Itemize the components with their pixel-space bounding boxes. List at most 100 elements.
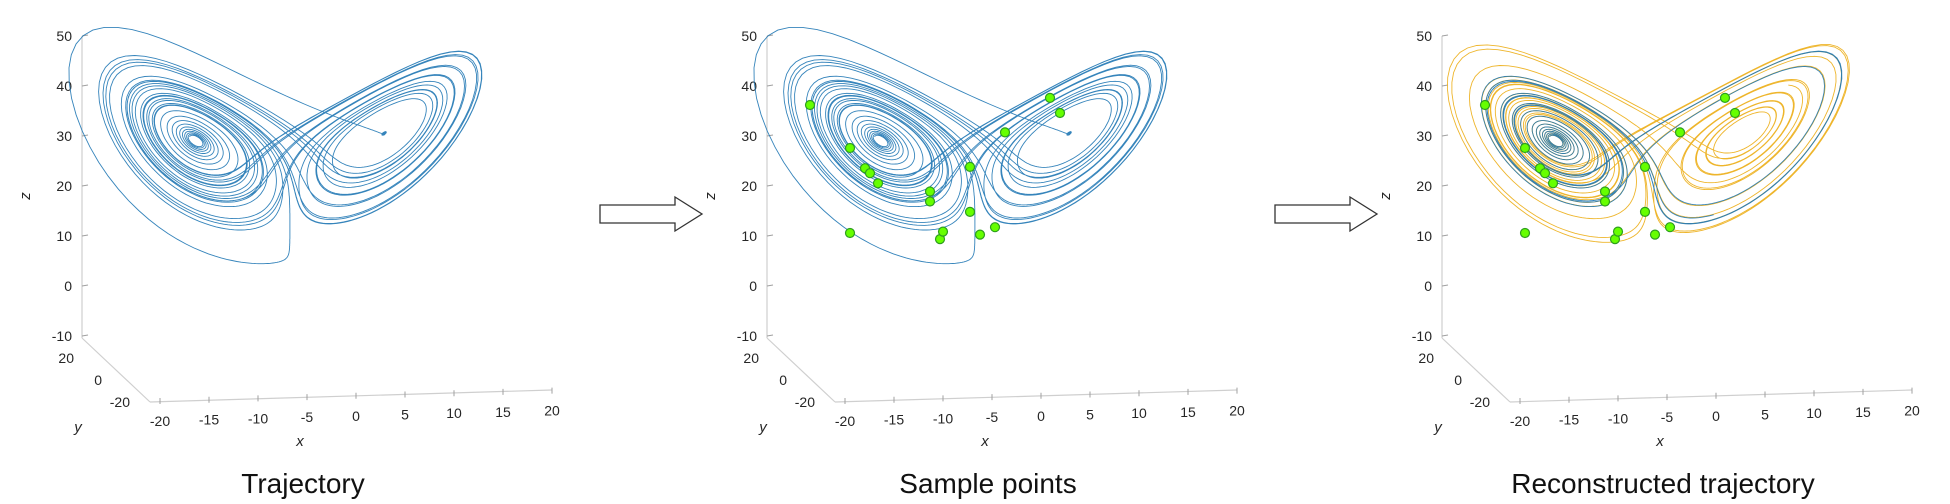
z-tick-label: 10 — [1416, 228, 1432, 244]
sample-point — [1547, 178, 1559, 189]
z-axis-label: z — [1377, 192, 1394, 201]
x-axis-label: x — [1655, 433, 1664, 450]
y-tick-label: -20 — [110, 394, 130, 410]
sample-point — [1639, 206, 1651, 217]
x-tick-label: 5 — [401, 407, 409, 423]
z-tick-label: -10 — [737, 328, 757, 344]
sample-point — [1519, 227, 1531, 239]
z-tick-mark — [1441, 134, 1449, 137]
x-axis-label: x — [980, 433, 989, 450]
x-tick-label: 15 — [1180, 404, 1196, 420]
z-tick-label: 0 — [1424, 278, 1432, 294]
y-tick-label: 20 — [58, 350, 74, 366]
sample-point — [937, 226, 949, 237]
z-tick-mark — [81, 134, 89, 137]
x-tick-label: 15 — [495, 404, 511, 420]
z-tick-mark — [766, 84, 774, 87]
sample-point — [1719, 92, 1731, 104]
x-axis-line — [834, 389, 1238, 403]
trajectory-line — [1480, 50, 1843, 225]
x-tick-label: 10 — [1806, 405, 1822, 421]
z-tick-label: 30 — [56, 128, 72, 144]
x-tick-label: -20 — [835, 413, 855, 429]
z-tick-mark — [81, 334, 89, 337]
z-tick-label: 30 — [741, 128, 757, 144]
panel-2: 50 40 30 20 10 0 -10 z 20 0 -20 y -20 -15 -10 -5 0 5 10 15 2… — [702, 26, 1245, 450]
z-tick-label: -10 — [1412, 328, 1432, 344]
z-tick-mark — [1441, 334, 1449, 337]
z-tick-mark — [81, 234, 89, 237]
sample-point — [1649, 229, 1661, 240]
y-tick-label: 20 — [1418, 350, 1434, 366]
sample-point — [974, 229, 986, 240]
sample-point — [1664, 222, 1676, 233]
z-tick-label: 0 — [64, 278, 72, 294]
x-tick-label: 0 — [1037, 408, 1045, 424]
x-tick-label: -10 — [933, 410, 953, 426]
z-tick-label: 20 — [741, 178, 757, 194]
z-tick-label: 10 — [56, 228, 72, 244]
trajectory-line — [68, 26, 483, 265]
x-tick-label: 10 — [446, 405, 462, 421]
caption-sample-points: Sample points — [899, 468, 1077, 499]
z-tick-label: 40 — [1416, 78, 1432, 94]
sample-point — [1044, 92, 1056, 104]
z-tick-mark — [1441, 184, 1449, 187]
y-axis-line — [81, 337, 151, 403]
sample-point — [924, 186, 936, 197]
z-tick-mark — [1441, 284, 1449, 287]
x-tick-label: 0 — [1712, 408, 1720, 424]
sample-point — [1674, 127, 1686, 138]
x-tick-label: -15 — [1559, 412, 1579, 428]
x-tick-label: 15 — [1855, 404, 1871, 420]
sample-point — [964, 161, 976, 172]
y-axis-label: y — [73, 419, 83, 436]
z-tick-mark — [766, 334, 774, 337]
x-tick-label: 10 — [1131, 405, 1147, 421]
y-axis-label: y — [758, 419, 768, 436]
x-tick-label: 20 — [1904, 403, 1920, 419]
z-tick-mark — [81, 84, 89, 87]
x-tick-label: -5 — [986, 409, 999, 425]
sample-point — [1539, 168, 1551, 179]
x-tick-label: -5 — [301, 409, 314, 425]
x-axis-line — [149, 389, 553, 403]
x-tick-label: 20 — [544, 403, 560, 419]
sample-point — [804, 99, 816, 111]
x-tick-label: -20 — [1510, 413, 1530, 429]
sample-point — [872, 178, 884, 189]
y-tick-label: 0 — [1454, 372, 1462, 388]
z-axis-label: z — [702, 192, 719, 201]
z-tick-mark — [1441, 34, 1449, 37]
sample-point — [1729, 107, 1741, 119]
sample-point — [1479, 99, 1491, 111]
trajectory-line — [753, 26, 1168, 265]
sample-point — [1639, 161, 1651, 172]
sample-point — [1519, 142, 1531, 154]
x-tick-label: 0 — [352, 408, 360, 424]
sample-point — [864, 168, 876, 179]
panel-3: 50 40 30 20 10 0 -10 z 20 0 -20 y -20 -15 -10 -5 0 5 10 15 2… — [1377, 28, 1920, 450]
z-tick-mark — [1441, 234, 1449, 237]
z-tick-label: 50 — [741, 28, 757, 44]
x-tick-label: -20 — [150, 413, 170, 429]
arrow-icon — [599, 195, 704, 233]
y-tick-label: 0 — [94, 372, 102, 388]
x-tick-label: -5 — [1661, 409, 1674, 425]
caption-trajectory: Trajectory — [241, 468, 365, 499]
x-tick-label: -10 — [248, 410, 268, 426]
sample-point — [1612, 226, 1624, 237]
sample-point — [1054, 107, 1066, 119]
x-tick-label: 20 — [1229, 403, 1245, 419]
sample-point — [844, 227, 856, 239]
z-tick-label: -10 — [52, 328, 72, 344]
z-tick-mark — [766, 284, 774, 287]
arrow-icon — [1274, 195, 1379, 233]
sample-point — [989, 222, 1001, 233]
z-tick-label: 0 — [749, 278, 757, 294]
x-tick-label: -15 — [199, 412, 219, 428]
y-tick-label: 0 — [779, 372, 787, 388]
x-tick-label: 5 — [1086, 407, 1094, 423]
y-tick-label: 20 — [743, 350, 759, 366]
